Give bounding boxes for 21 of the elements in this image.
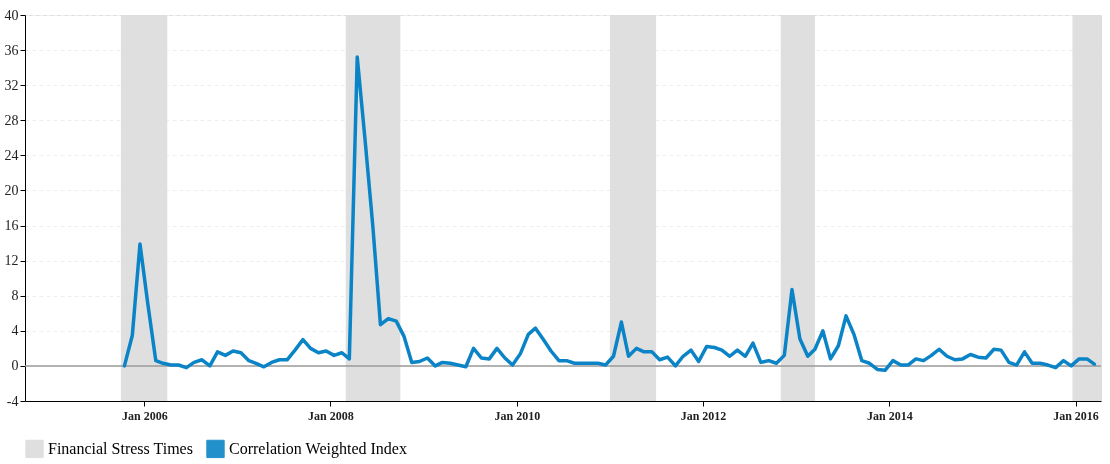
y-tick-label: 8 <box>11 288 19 304</box>
y-tick-label: 4 <box>11 323 19 339</box>
y-tick-label: 12 <box>4 253 19 269</box>
y-tick-label: -4 <box>6 393 19 409</box>
x-tick-label: Jan 2006 <box>121 408 168 423</box>
line-series <box>122 55 1097 373</box>
y-tick-label: 36 <box>4 42 19 58</box>
y-tick-label: 32 <box>4 77 19 93</box>
y-tick-label: 0 <box>11 358 19 374</box>
y-tick-label: 28 <box>4 112 19 128</box>
x-tick-label: Jan 2014 <box>867 408 913 423</box>
x-tick-label: Jan 2012 <box>680 408 727 423</box>
y-tick-label: 20 <box>4 182 19 198</box>
x-tick-label: Jan 2008 <box>308 408 354 423</box>
y-tick-label: 16 <box>4 218 19 234</box>
y-tick-label: 40 <box>4 7 19 23</box>
x-tick-label: Jan 2010 <box>494 408 541 423</box>
legend-label: Financial Stress Times <box>48 439 193 457</box>
y-tick-label: 24 <box>4 147 19 163</box>
legend-label: Correlation Weighted Index <box>229 439 407 458</box>
x-tick-label: Jan 2016 <box>1053 408 1099 423</box>
